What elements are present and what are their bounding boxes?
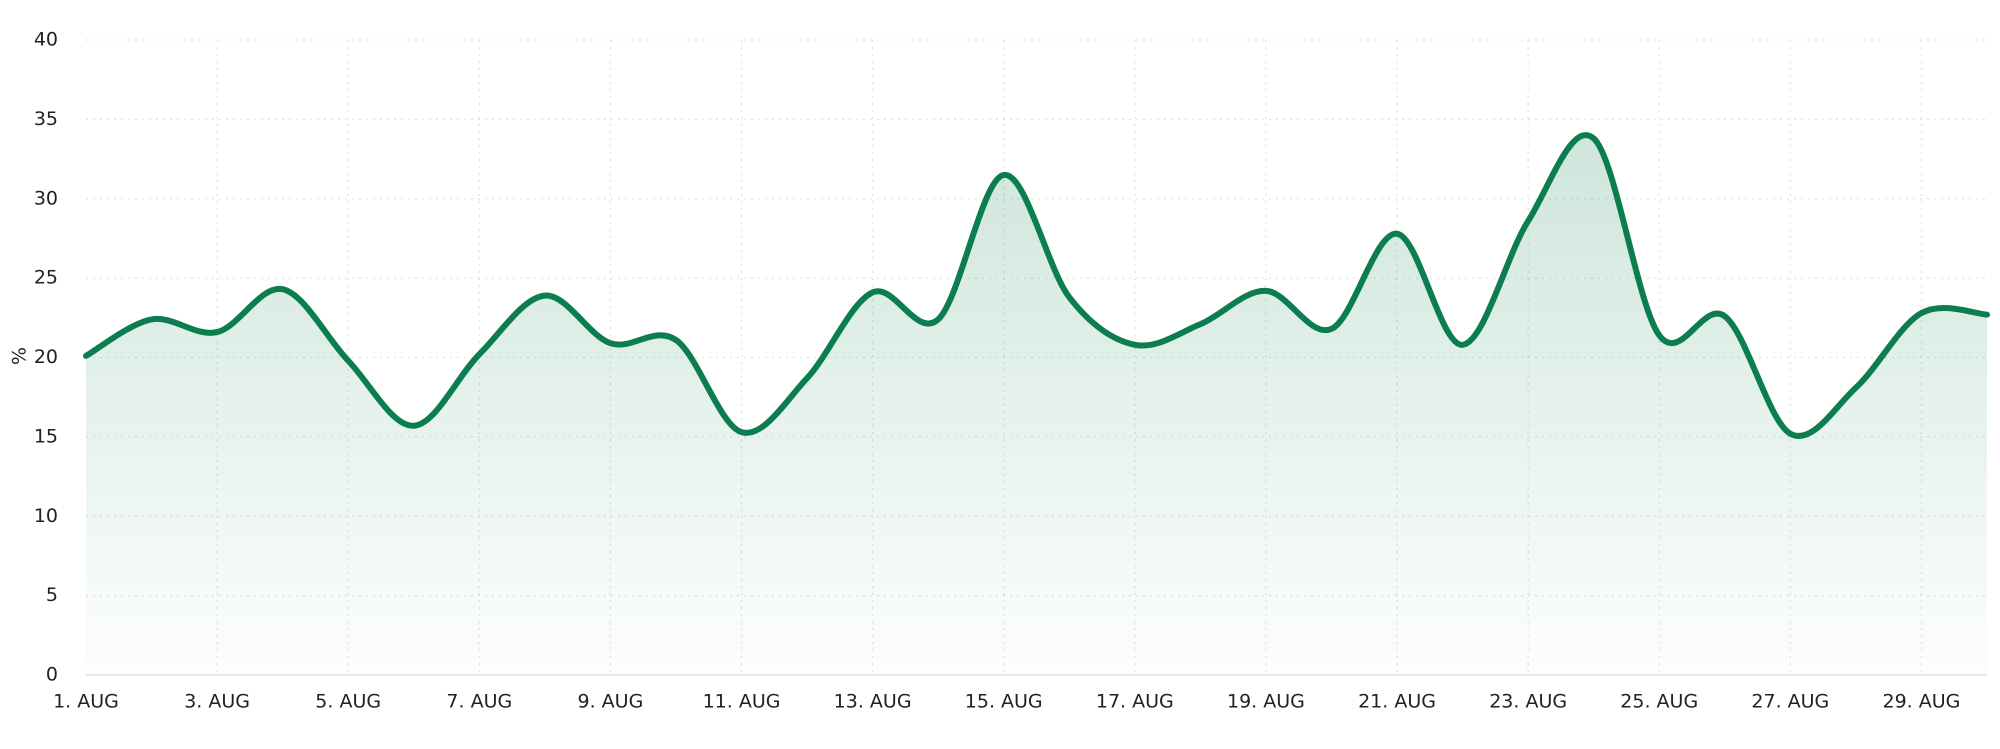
x-tick-label: 19. AUG [1227,691,1305,713]
x-tick-label: 5. AUG [315,691,381,713]
y-tick-label: 5 [46,584,58,606]
x-tick-label: 17. AUG [1096,691,1174,713]
y-tick-label: 35 [34,108,58,130]
y-tick-label: 15 [34,425,58,447]
x-tick-label: 1. AUG [53,691,119,713]
x-tick-label: 11. AUG [703,691,781,713]
x-tick-label: 21. AUG [1358,691,1436,713]
x-tick-label: 15. AUG [965,691,1043,713]
x-tick-label: 13. AUG [834,691,912,713]
x-tick-label: 3. AUG [184,691,250,713]
x-tick-label: 27. AUG [1751,691,1829,713]
y-tick-label: 25 [34,267,58,289]
y-tick-label: 0 [46,664,58,686]
y-tick-label: 40 [34,29,58,51]
y-tick-label: 20 [34,346,58,368]
line [83,132,1990,439]
x-tick-label: 23. AUG [1489,691,1567,713]
x-tick-label: 25. AUG [1620,691,1698,713]
area-fill [86,135,1987,675]
y-axis-label: % [9,347,31,365]
y-tick-label: 10 [34,505,58,527]
x-tick-label: 29. AUG [1883,691,1961,713]
x-tick-label: 7. AUG [446,691,512,713]
x-tick-label: 9. AUG [578,691,644,713]
y-tick-label: 30 [34,187,58,209]
